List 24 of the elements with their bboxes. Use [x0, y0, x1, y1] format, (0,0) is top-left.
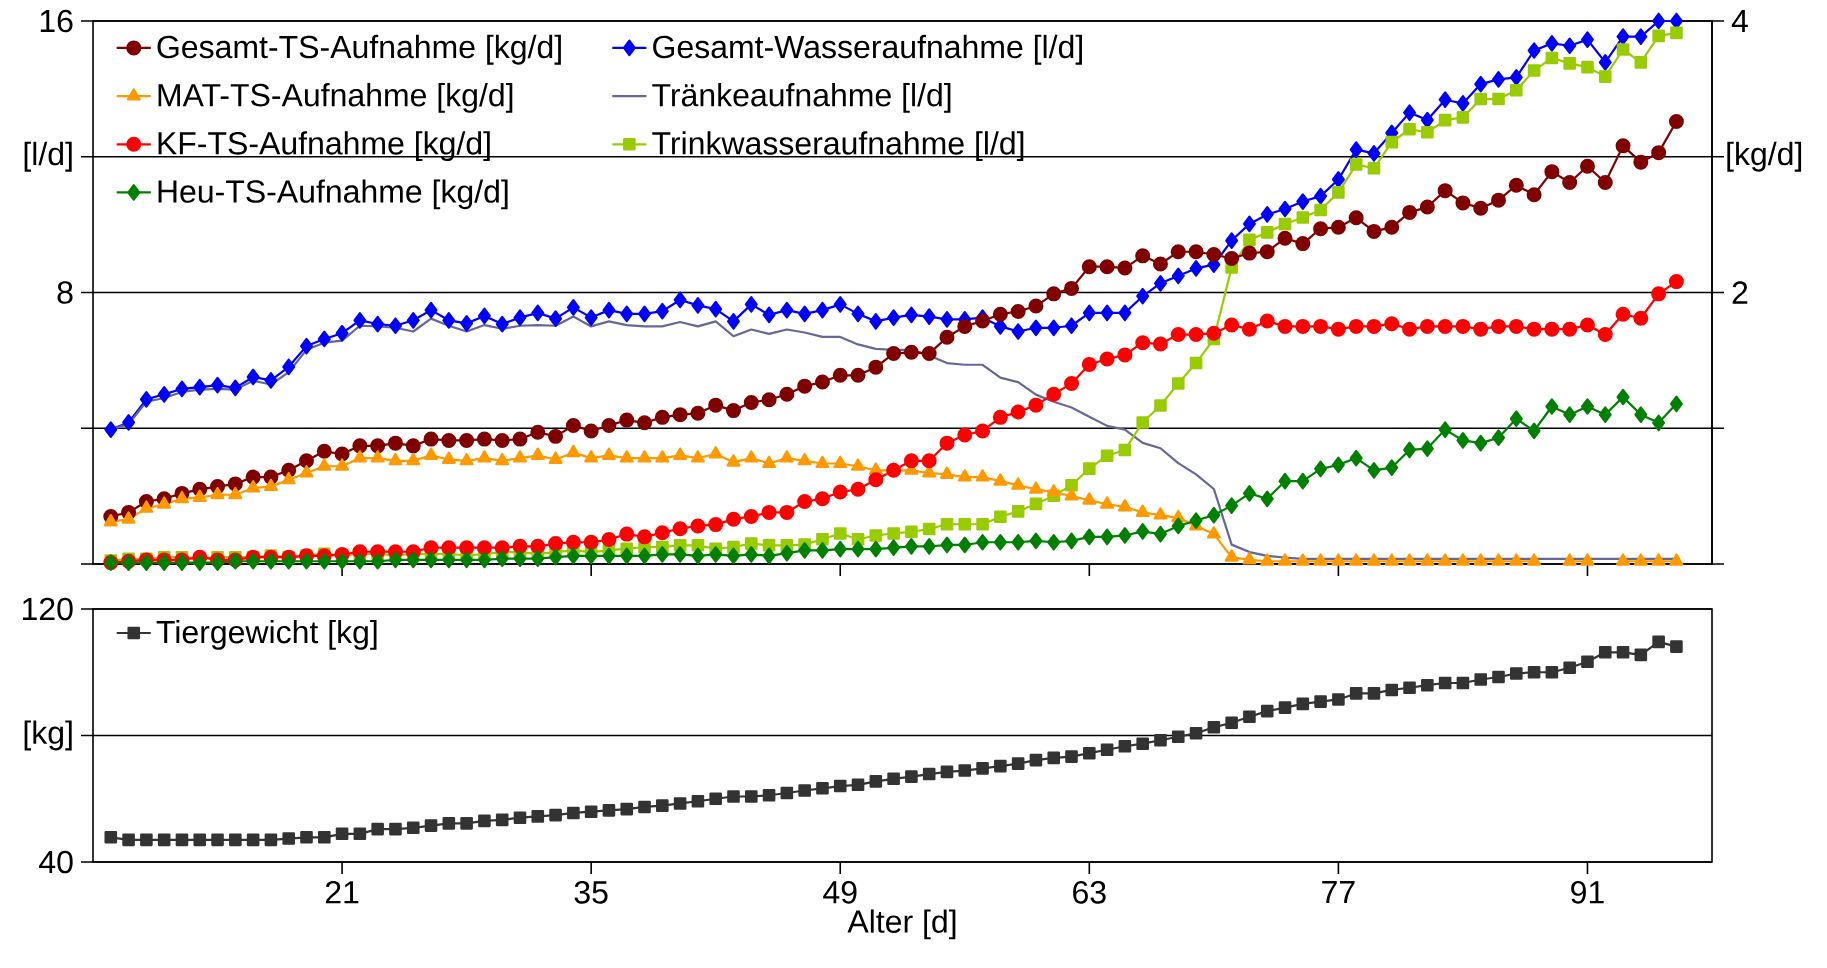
legend-label: Gesamt-Wasseraufnahme [l/d]	[653, 34, 1082, 65]
legend-label: Tränkeaufnahme [l/d]	[652, 83, 951, 113]
legend-label: Gesamt-TS-Aufnahme [kg/d]	[157, 34, 561, 65]
x-tick-label: 77	[1322, 881, 1355, 904]
legend-label: Trinkwasseraufnahme [l/d]	[652, 131, 1024, 162]
y2-axis-title: [kg/d]	[1727, 141, 1802, 172]
legend-label: Tiergewicht [kg]	[156, 619, 377, 650]
x-tick-label: 63	[1073, 881, 1106, 904]
legend-label: Heu-TS-Aufnahme [kg/d]	[158, 179, 508, 210]
x-axis-title: Alter [d]	[847, 909, 956, 940]
x-tick-label: 49	[823, 881, 857, 904]
x-tick-label: 91	[1571, 881, 1604, 904]
y-tick-label: 120	[23, 597, 73, 621]
x-tick-label: 35	[574, 881, 608, 904]
y-tick-label: 16	[40, 9, 73, 33]
x-tick-label: 21	[325, 881, 359, 904]
legend-label: KF-TS-Aufnahme [kg/d]	[158, 131, 490, 162]
y2-tick-label: 4	[1731, 9, 1748, 32]
legend-label: MAT-TS-Aufnahme [kg/d]	[158, 83, 513, 113]
y-axis-title: [kg]	[24, 720, 72, 751]
y-axis-title: [l/d]	[24, 141, 72, 172]
y-tick-label: 8	[57, 281, 73, 304]
y2-tick-label: 2	[1732, 281, 1748, 304]
y-tick-label: 40	[39, 850, 73, 874]
